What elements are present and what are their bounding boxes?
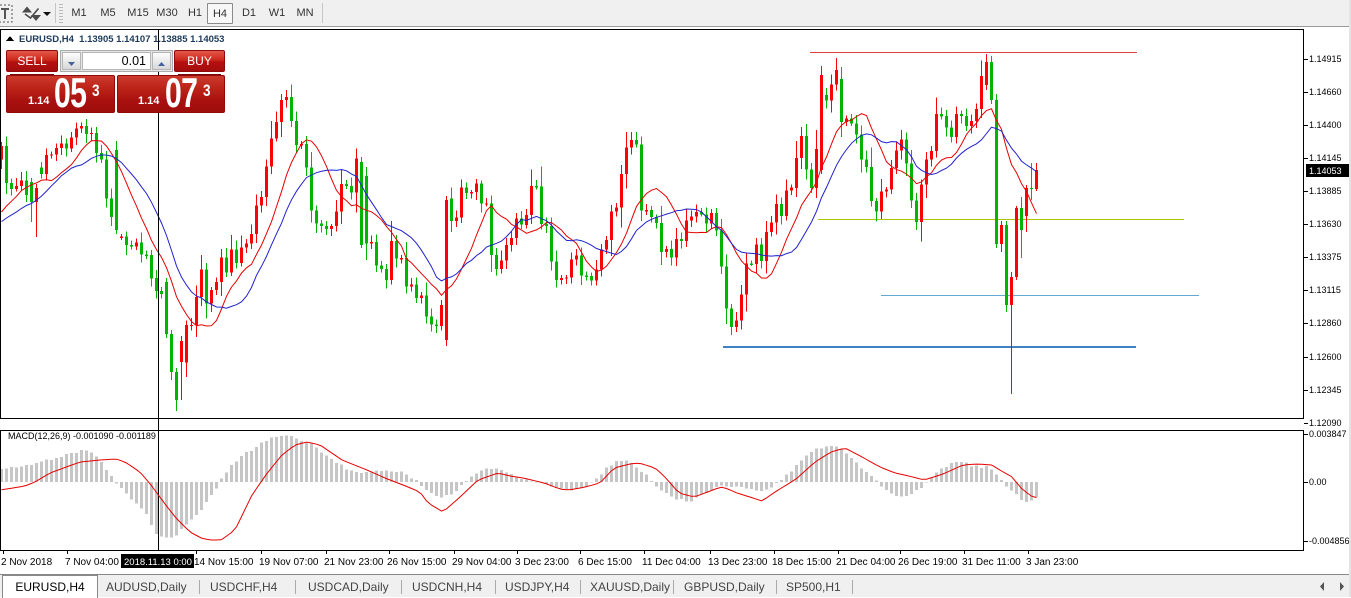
svg-text:3 Dec 23:00: 3 Dec 23:00 [515,557,569,568]
svg-text:7 Nov 04:00: 7 Nov 04:00 [65,557,119,568]
svg-text:2 Nov 2018: 2 Nov 2018 [1,557,53,568]
svg-text:1.12860: 1.12860 [1309,318,1342,328]
svg-text:13 Dec 23:00: 13 Dec 23:00 [708,557,768,568]
svg-text:1.14400: 1.14400 [1309,120,1342,130]
svg-text:1.14145: 1.14145 [1309,153,1342,163]
svg-text:19 Nov 07:00: 19 Nov 07:00 [259,557,319,568]
svg-text:1.14915: 1.14915 [1309,54,1342,64]
svg-text:1.13630: 1.13630 [1309,219,1342,229]
svg-text:29 Nov 04:00: 29 Nov 04:00 [452,557,512,568]
svg-text:1.12090: 1.12090 [1309,418,1342,428]
svg-text:3 Jan 23:00: 3 Jan 23:00 [1026,557,1079,568]
svg-text:21 Dec 04:00: 21 Dec 04:00 [836,557,896,568]
svg-text:1.13375: 1.13375 [1309,252,1342,262]
svg-text:6 Dec 15:00: 6 Dec 15:00 [578,557,632,568]
svg-text:2018.11.13 0:00: 2018.11.13 0:00 [124,557,192,568]
svg-text:11 Dec 04:00: 11 Dec 04:00 [642,557,701,568]
svg-text:1.14053: 1.14053 [1309,166,1342,176]
svg-text:MACD(12,26,9) -0.001090 -0.001: MACD(12,26,9) -0.001090 -0.001189 [8,431,156,441]
svg-text:-0.004856: -0.004856 [1309,536,1350,546]
svg-text:21 Nov 23:00: 21 Nov 23:00 [324,557,384,568]
svg-text:1.13115: 1.13115 [1309,285,1341,295]
svg-text:26 Dec 19:00: 26 Dec 19:00 [898,557,958,568]
svg-text:1.14660: 1.14660 [1309,87,1342,97]
svg-text:26 Nov 15:00: 26 Nov 15:00 [387,557,447,568]
svg-text:1.12345: 1.12345 [1309,385,1342,395]
svg-text:0.003847: 0.003847 [1309,429,1347,439]
svg-text:1.12600: 1.12600 [1309,352,1342,362]
svg-text:18 Dec 15:00: 18 Dec 15:00 [772,557,832,568]
svg-text:1.13885: 1.13885 [1309,186,1342,196]
svg-text:0.00: 0.00 [1309,477,1327,487]
svg-text:EURUSD,H4 1.13905 1.14107 1.1: EURUSD,H4 1.13905 1.14107 1.13885 1.1405… [19,34,224,45]
svg-text:14 Nov 15:00: 14 Nov 15:00 [194,557,254,568]
svg-text:31 Dec 11:00: 31 Dec 11:00 [962,557,1021,568]
